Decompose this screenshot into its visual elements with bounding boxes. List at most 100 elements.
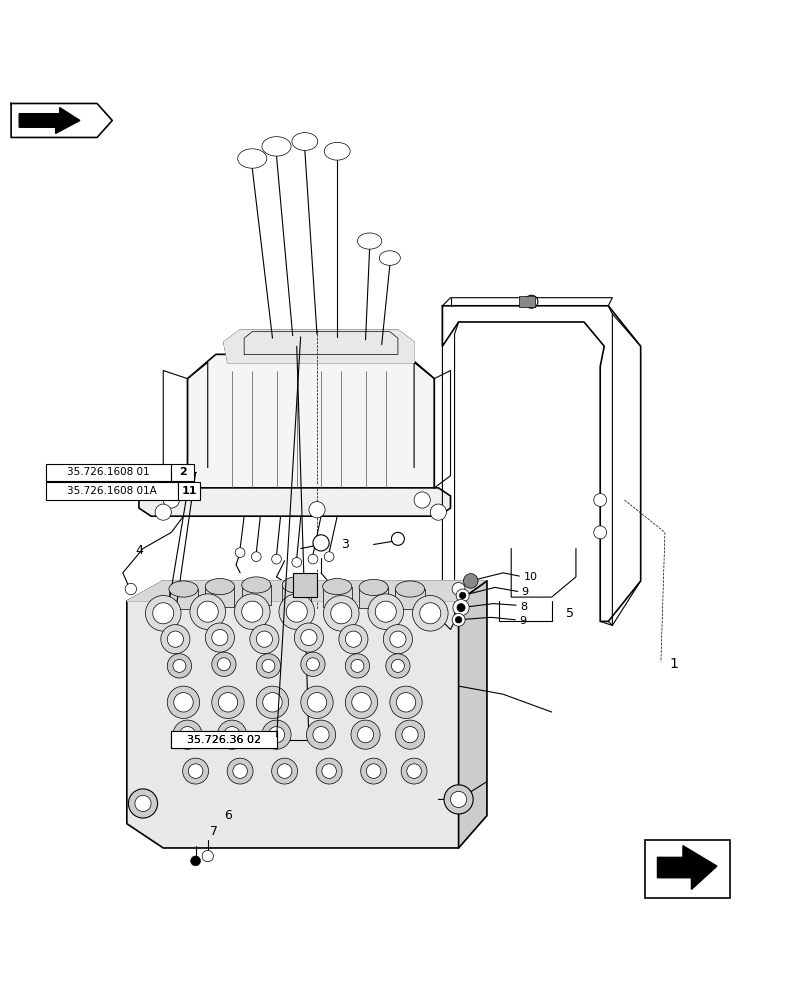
Text: 35.726.36 02: 35.726.36 02 bbox=[187, 735, 260, 745]
Circle shape bbox=[191, 856, 200, 866]
Ellipse shape bbox=[242, 577, 271, 593]
Circle shape bbox=[155, 504, 171, 520]
Ellipse shape bbox=[324, 142, 350, 160]
Circle shape bbox=[272, 758, 297, 784]
Circle shape bbox=[251, 552, 261, 562]
Bar bbox=[171, 464, 194, 481]
Ellipse shape bbox=[262, 137, 290, 156]
Circle shape bbox=[173, 720, 202, 749]
Circle shape bbox=[456, 589, 469, 602]
Circle shape bbox=[401, 727, 418, 743]
Circle shape bbox=[256, 631, 272, 647]
Bar bbox=[171, 731, 277, 748]
Bar bbox=[169, 589, 198, 609]
Circle shape bbox=[205, 623, 234, 652]
Circle shape bbox=[167, 686, 200, 718]
Polygon shape bbox=[458, 581, 487, 848]
Circle shape bbox=[167, 654, 191, 678]
Ellipse shape bbox=[379, 251, 400, 265]
Circle shape bbox=[389, 686, 422, 718]
Circle shape bbox=[125, 583, 136, 595]
Circle shape bbox=[315, 758, 341, 784]
Circle shape bbox=[395, 720, 424, 749]
Circle shape bbox=[452, 583, 465, 595]
Circle shape bbox=[419, 603, 440, 624]
Text: 1: 1 bbox=[668, 657, 677, 671]
Circle shape bbox=[463, 574, 478, 588]
Circle shape bbox=[389, 631, 406, 647]
Circle shape bbox=[450, 791, 466, 808]
Circle shape bbox=[190, 594, 225, 629]
Circle shape bbox=[351, 693, 371, 712]
Circle shape bbox=[294, 623, 323, 652]
Circle shape bbox=[430, 504, 446, 520]
Bar bbox=[171, 731, 277, 748]
Circle shape bbox=[212, 629, 228, 646]
Circle shape bbox=[406, 764, 421, 778]
Bar bbox=[46, 464, 171, 481]
Circle shape bbox=[135, 795, 151, 812]
Polygon shape bbox=[11, 103, 112, 137]
Circle shape bbox=[366, 764, 380, 778]
Polygon shape bbox=[127, 601, 458, 848]
Circle shape bbox=[385, 654, 410, 678]
Circle shape bbox=[286, 601, 307, 622]
Ellipse shape bbox=[395, 581, 424, 597]
Circle shape bbox=[375, 601, 396, 622]
Text: 9: 9 bbox=[519, 616, 526, 626]
Circle shape bbox=[360, 758, 386, 784]
Text: 8: 8 bbox=[520, 602, 526, 612]
Circle shape bbox=[452, 613, 465, 626]
Circle shape bbox=[268, 727, 285, 743]
Circle shape bbox=[593, 526, 606, 539]
Ellipse shape bbox=[169, 581, 198, 597]
Circle shape bbox=[307, 554, 317, 564]
Circle shape bbox=[173, 659, 186, 672]
Circle shape bbox=[182, 758, 208, 784]
Polygon shape bbox=[127, 581, 487, 601]
Bar bbox=[322, 587, 351, 607]
Text: 10: 10 bbox=[523, 572, 537, 582]
Polygon shape bbox=[224, 330, 414, 362]
Circle shape bbox=[300, 652, 324, 676]
Text: 6: 6 bbox=[224, 809, 231, 822]
Circle shape bbox=[256, 654, 281, 678]
Circle shape bbox=[300, 629, 316, 646]
Circle shape bbox=[227, 758, 253, 784]
Circle shape bbox=[272, 554, 281, 564]
Text: 35.726.36 02: 35.726.36 02 bbox=[187, 735, 260, 745]
Circle shape bbox=[234, 594, 270, 629]
Bar bbox=[519, 296, 534, 307]
Circle shape bbox=[383, 625, 412, 654]
Circle shape bbox=[300, 686, 333, 718]
Circle shape bbox=[455, 617, 461, 623]
Circle shape bbox=[345, 631, 361, 647]
Text: 35.726.1608 01A: 35.726.1608 01A bbox=[67, 486, 157, 496]
Circle shape bbox=[217, 720, 247, 749]
Circle shape bbox=[233, 764, 247, 778]
Ellipse shape bbox=[322, 578, 351, 595]
Circle shape bbox=[308, 502, 324, 518]
Circle shape bbox=[396, 693, 415, 712]
Circle shape bbox=[279, 594, 314, 629]
Circle shape bbox=[262, 659, 275, 672]
Circle shape bbox=[163, 492, 179, 508]
Circle shape bbox=[444, 785, 473, 814]
Text: 9: 9 bbox=[521, 587, 528, 597]
Bar bbox=[46, 482, 178, 500]
Circle shape bbox=[161, 625, 190, 654]
Circle shape bbox=[357, 727, 373, 743]
Circle shape bbox=[217, 658, 230, 671]
Circle shape bbox=[345, 654, 369, 678]
Circle shape bbox=[350, 659, 363, 672]
Circle shape bbox=[179, 727, 195, 743]
Ellipse shape bbox=[282, 577, 311, 593]
Circle shape bbox=[277, 764, 291, 778]
Circle shape bbox=[145, 595, 181, 631]
Circle shape bbox=[367, 594, 403, 629]
Ellipse shape bbox=[291, 133, 317, 150]
Circle shape bbox=[224, 727, 240, 743]
Circle shape bbox=[593, 494, 606, 506]
Circle shape bbox=[414, 492, 430, 508]
Bar bbox=[358, 587, 388, 608]
